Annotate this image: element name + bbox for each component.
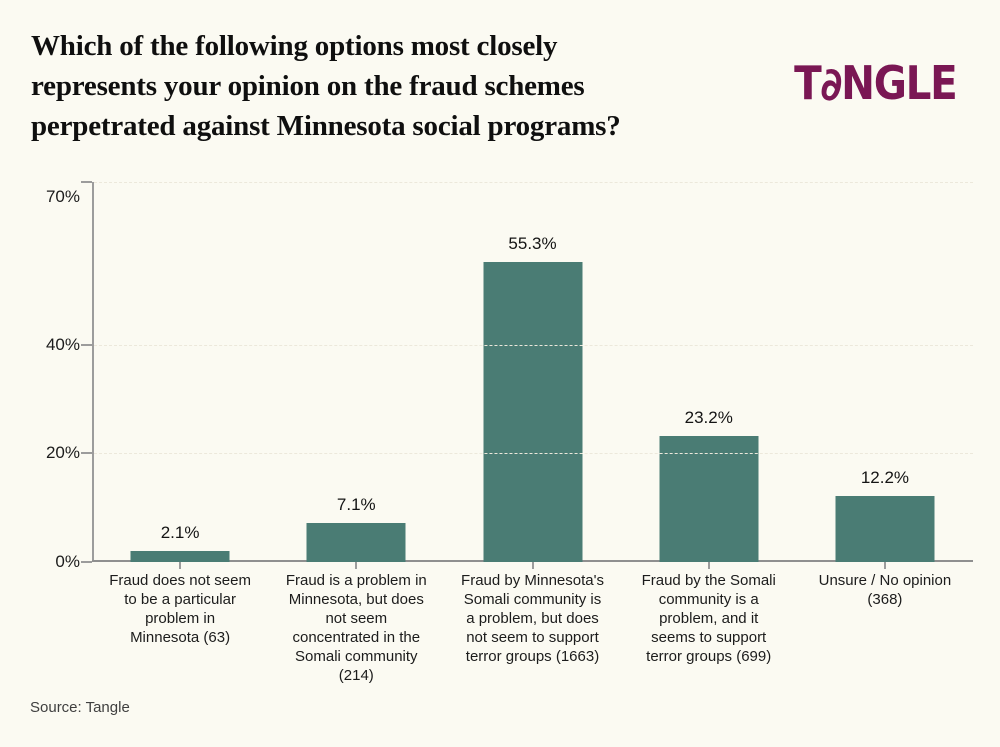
chart-title: Which of the following options most clos… <box>31 26 731 146</box>
logo-stylized-a: ∂ <box>820 57 842 111</box>
category-label-cell: Fraud does not seem to be a particular p… <box>92 571 268 685</box>
x-tick-1 <box>179 562 182 569</box>
bar-1 <box>130 550 230 562</box>
category-label: Fraud does not seem to be a particular p… <box>109 572 251 646</box>
bar-value-label: 7.1% <box>336 495 376 515</box>
y-tick-label: 70% <box>45 187 80 206</box>
chart-title-line: represents your opinion on the fraud sch… <box>31 70 585 102</box>
bar-value-label: 2.1% <box>160 522 200 542</box>
category-label-cell: Fraud by Minnesota's Somali community is… <box>444 571 620 685</box>
y-tick-label: 20% <box>45 443 80 463</box>
bar-slot: 55.3% <box>444 182 620 569</box>
y-tick-40 <box>81 343 92 346</box>
gridline-70 <box>94 182 973 183</box>
y-tick-0 <box>81 561 92 563</box>
category-label: Fraud is a problem in Minnesota, but doe… <box>285 572 427 684</box>
bar-slot: 12.2% <box>797 182 973 569</box>
chart-title-line: Which of the following options most clos… <box>31 30 558 62</box>
bar-5 <box>835 495 935 562</box>
gridline-40 <box>94 344 973 346</box>
y-tick-20 <box>81 452 92 455</box>
x-axis-category-labels: Fraud does not seem to be a particular p… <box>92 571 973 685</box>
gridline-20 <box>94 453 973 455</box>
y-tick-70 <box>81 181 92 183</box>
bar-chart-plot-area: 2.1% 7.1% 55.3% 23.2% 12.2% 0% 20% 40% 70% <box>46 181 973 571</box>
bar-3 <box>483 261 582 562</box>
x-tick-5 <box>883 562 886 569</box>
bar-2 <box>306 523 406 562</box>
logo-letters: NGLE <box>840 56 958 110</box>
bar-4 <box>659 436 759 562</box>
x-tick-2 <box>355 562 358 569</box>
bar-value-label: 12.2% <box>860 467 910 487</box>
tangle-logo: T∂NGLE <box>794 57 958 111</box>
category-label: Unsure / No opinion (368) <box>818 572 952 608</box>
x-tick-4 <box>707 562 710 569</box>
chart-title-line: perpetrated against Minnesota social pro… <box>31 110 621 142</box>
x-tick-3 <box>531 562 534 569</box>
bar-slot: 23.2% <box>621 182 797 569</box>
y-tick-label: 0% <box>55 552 80 571</box>
bar-value-label: 23.2% <box>684 408 733 428</box>
category-label-cell: Fraud is a problem in Minnesota, but doe… <box>268 571 444 685</box>
bar-value-label: 55.3% <box>508 233 557 253</box>
bar-slot: 7.1% <box>268 182 444 569</box>
source-caption: Source: Tangle <box>30 699 130 716</box>
bar-slot: 2.1% <box>92 182 268 569</box>
category-label: Fraud by Minnesota's Somali community is… <box>461 572 604 665</box>
category-label-cell: Fraud by the Somali community is a probl… <box>621 571 797 685</box>
y-tick-label: 40% <box>45 334 80 354</box>
logo-letter: T <box>793 56 822 110</box>
bars-container: 2.1% 7.1% 55.3% 23.2% 12.2% <box>92 182 973 569</box>
y-axis-line <box>92 182 94 562</box>
category-label-cell: Unsure / No opinion (368) <box>797 571 973 685</box>
category-label: Fraud by the Somali community is a probl… <box>641 572 776 665</box>
